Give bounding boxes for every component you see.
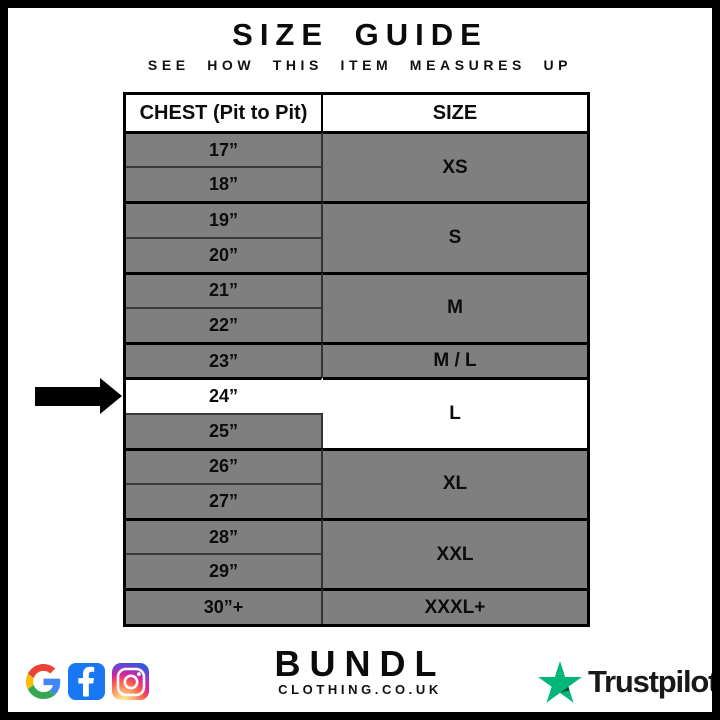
chest-cell: 24” [126, 377, 323, 413]
arrow-shaft [35, 387, 101, 406]
social-links [26, 663, 149, 700]
chest-cell: 17” [126, 131, 323, 167]
brand-name: BUNDL [274, 643, 446, 684]
size-cell: M / L [323, 342, 587, 378]
chest-cell: 25” [126, 412, 323, 448]
trustpilot-badge[interactable]: Trustpilot [538, 661, 718, 703]
chest-cell: 28” [126, 518, 323, 554]
size-cell: S [323, 201, 587, 272]
brand-logo: BUNDL CLOTHING.CO.UK [8, 645, 712, 697]
chest-cell: 26” [126, 447, 323, 483]
chest-cell: 20” [126, 236, 323, 272]
size-column-header: SIZE [323, 95, 587, 131]
google-icon[interactable] [26, 664, 61, 699]
instagram-icon[interactable] [112, 663, 149, 700]
size-cell: XL [323, 447, 587, 519]
page-subtitle: SEE HOW THIS ITEM MEASURES UP [147, 57, 573, 73]
chest-column-header: CHEST (Pit to Pit) [126, 95, 323, 131]
highlight-arrow [35, 378, 122, 415]
chest-cell: 23” [126, 342, 323, 378]
chest-cell: 30”+ [126, 588, 323, 624]
size-cell: M [323, 271, 587, 343]
size-cell: XXL [323, 518, 587, 589]
size-cell: XS [323, 131, 587, 202]
chest-cell: 19” [126, 201, 323, 237]
chest-cell: 21” [126, 271, 323, 307]
chest-cell: 22” [126, 306, 323, 343]
size-cell: L [323, 377, 587, 448]
chest-cell: 29” [126, 553, 323, 589]
facebook-icon[interactable] [68, 663, 105, 700]
arrow-head-icon [100, 378, 122, 414]
chest-cell: 27” [126, 482, 323, 519]
size-cell: XXXL+ [323, 588, 587, 624]
trustpilot-label: Trustpilot [588, 664, 718, 699]
brand-domain: CLOTHING.CO.UK [278, 682, 442, 697]
trustpilot-star-icon [538, 661, 582, 703]
size-table: CHEST (Pit to Pit) SIZE 17” 18” XS 19” 20” S 2… [123, 92, 590, 627]
page-title: SIZE GUIDE [232, 17, 488, 52]
chest-cell: 18” [126, 166, 323, 202]
